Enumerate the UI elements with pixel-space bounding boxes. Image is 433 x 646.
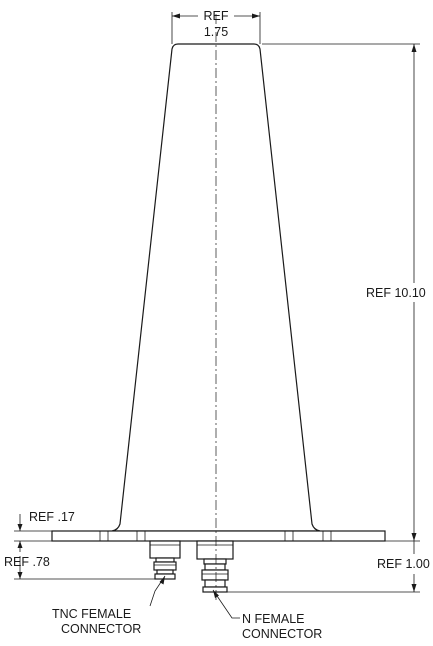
dimension-flange-thickness: [14, 514, 112, 552]
n-connector: [196, 540, 234, 593]
flange-mounting-holes: [99, 531, 332, 541]
tnc-callout-leader: [149, 575, 166, 607]
tnc-callout-line2: CONNECTOR: [61, 622, 141, 636]
tnc-connector: [149, 540, 181, 580]
dimension-top-width-ref: REF: [204, 9, 229, 23]
n-callout-leader: [212, 589, 240, 619]
dimension-tnc-depth: [14, 556, 155, 580]
dimension-flange-thickness-label: REF .17: [29, 510, 75, 524]
tnc-callout-line1: TNC FEMALE: [52, 607, 131, 621]
n-callout-line1: N FEMALE: [242, 612, 305, 626]
dimension-height-label: REF 10.10: [366, 286, 426, 300]
dimension-n-depth: [227, 541, 420, 593]
base-flange: [51, 530, 386, 542]
dimension-n-depth-label: REF 1.00: [377, 557, 430, 571]
dimension-top-width-value: 1.75: [204, 25, 228, 39]
dimension-height: [262, 43, 420, 542]
dimension-top-width: [171, 12, 261, 44]
dimension-tnc-depth-label: REF .78: [4, 555, 50, 569]
n-callout-line2: CONNECTOR: [242, 627, 322, 641]
